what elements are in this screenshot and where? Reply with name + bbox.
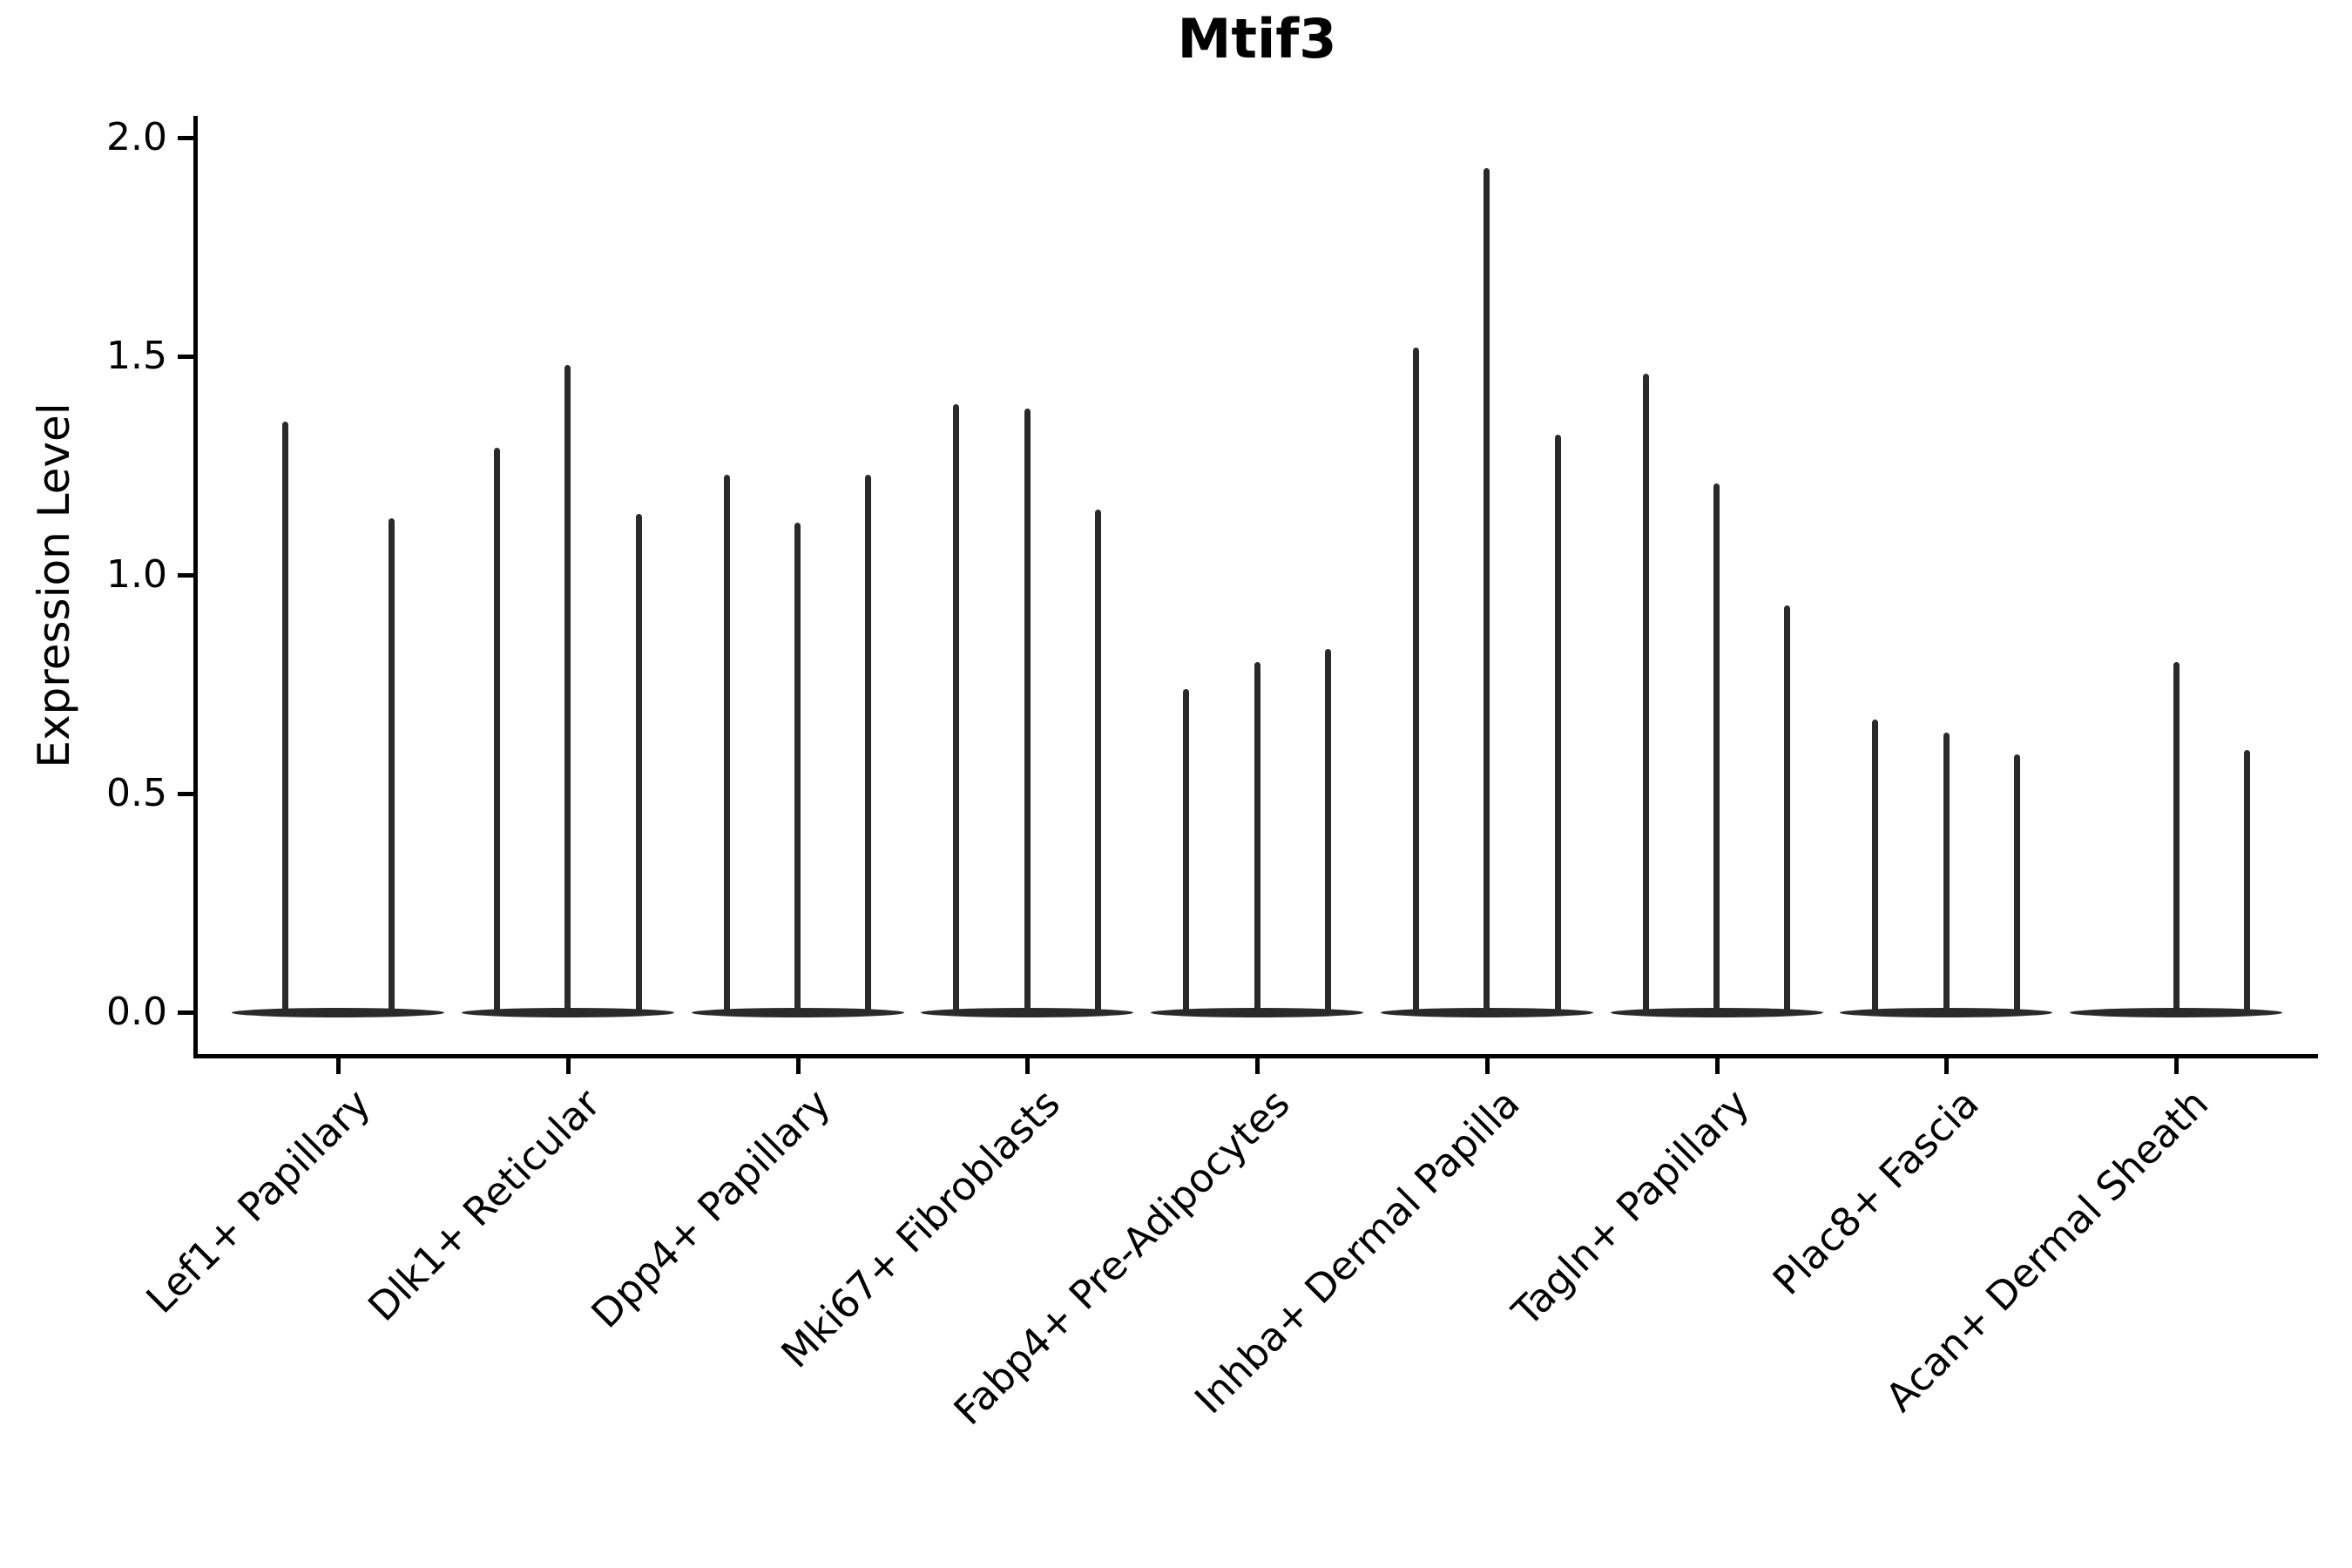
x-tick-mark xyxy=(1025,1058,1031,1074)
violin-spike xyxy=(1095,509,1102,1012)
violin-base-plate xyxy=(461,1007,674,1017)
violin-spike xyxy=(794,522,801,1012)
violin-spike xyxy=(1412,347,1419,1012)
violin-base-plate xyxy=(232,1007,444,1017)
x-tick-mark xyxy=(565,1058,571,1074)
y-tick-mark xyxy=(178,573,193,578)
violin-spike xyxy=(1943,732,1950,1012)
y-tick-mark xyxy=(178,792,193,796)
violin-spike xyxy=(1324,649,1331,1012)
y-tick-label: 1.0 xyxy=(106,552,167,597)
violin-spike xyxy=(723,474,730,1012)
x-tick-label: Plac8+ Fascia xyxy=(1763,1080,1988,1304)
y-tick-label: 0.5 xyxy=(106,771,167,815)
x-tick-label: Dpp4+ Papillary xyxy=(582,1080,839,1337)
violin-spike xyxy=(1784,605,1791,1012)
x-tick-label: Dlk1+ Reticular xyxy=(359,1080,610,1330)
violin-spike xyxy=(1872,719,1879,1012)
violin-base-plate xyxy=(921,1007,1134,1017)
violin-spike xyxy=(2173,662,2180,1012)
x-tick-mark xyxy=(336,1058,341,1074)
y-tick-mark xyxy=(178,1010,193,1015)
violin-spike xyxy=(1024,409,1031,1012)
violin-spike xyxy=(1713,483,1720,1012)
y-tick-label: 0.0 xyxy=(106,990,167,1034)
y-tick-label: 1.5 xyxy=(106,334,167,378)
y-tick-mark xyxy=(178,136,193,140)
x-tick-mark xyxy=(1944,1058,1950,1074)
violin-spike xyxy=(2243,749,2250,1012)
violin-spike xyxy=(635,513,642,1012)
violin-spike xyxy=(493,448,500,1012)
violin-spike xyxy=(1554,435,1561,1012)
violin-spike xyxy=(1183,688,1190,1012)
violin-base-plate xyxy=(2070,1007,2282,1017)
x-tick-mark xyxy=(795,1058,801,1074)
chart-title: Mtif3 xyxy=(1177,7,1337,71)
violin-base-plate xyxy=(1380,1007,1593,1017)
x-tick-label: Tagln+ Papillary xyxy=(1503,1080,1758,1335)
violin-spike xyxy=(865,474,872,1012)
x-tick-mark xyxy=(1484,1058,1490,1074)
y-tick-label: 2.0 xyxy=(106,115,167,159)
violin-spike xyxy=(953,404,960,1012)
violin-spike xyxy=(1254,662,1260,1012)
y-axis-spine xyxy=(193,116,198,1058)
violin-spike xyxy=(1642,374,1649,1012)
violin-spike xyxy=(564,365,571,1012)
x-tick-label: Lef1+ Papillary xyxy=(137,1080,380,1322)
violin-spike xyxy=(1484,168,1490,1012)
violin-base-plate xyxy=(1840,1007,2053,1017)
x-tick-mark xyxy=(1255,1058,1260,1074)
violin-spike xyxy=(388,517,395,1012)
violin-base-plate xyxy=(1610,1007,1823,1017)
violin-base-plate xyxy=(691,1007,904,1017)
x-tick-mark xyxy=(1714,1058,1720,1074)
violin-base-plate xyxy=(1151,1007,1363,1017)
x-tick-mark xyxy=(2174,1058,2179,1074)
x-axis-spine xyxy=(193,1054,2318,1058)
y-tick-mark xyxy=(178,355,193,359)
violin-spike xyxy=(2014,754,2021,1012)
violin-spike xyxy=(281,422,288,1012)
